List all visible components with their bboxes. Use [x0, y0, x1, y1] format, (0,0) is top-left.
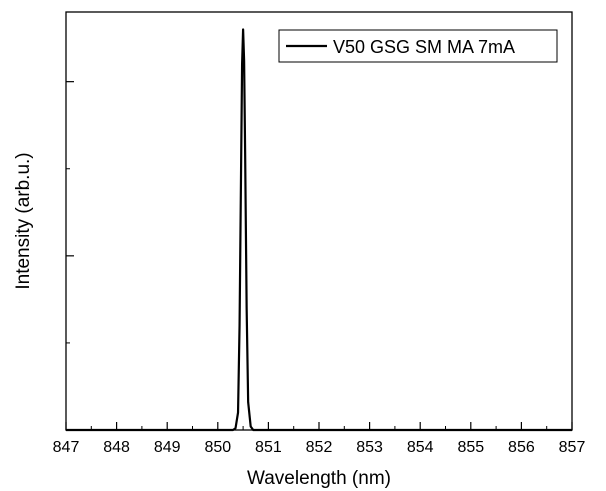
plot-area-frame: [65, 11, 573, 431]
x-tick-label: 857: [559, 439, 586, 456]
legend: V50 GSG SM MA 7mA: [278, 29, 558, 63]
x-tick-label: 852: [306, 439, 333, 456]
series-line-spectrum: [66, 28, 572, 432]
x-axis-ticks: 847 848 849 850 851 852 853 854 855 856 857: [53, 422, 586, 456]
x-tick-label: 847: [53, 439, 80, 456]
x-tick-label: 850: [204, 439, 231, 456]
x-tick-label: 848: [103, 439, 130, 456]
x-tick-label: 856: [508, 439, 535, 456]
x-axis-title: Wavelength (nm): [247, 468, 391, 489]
x-tick-label: 851: [255, 439, 282, 456]
x-tick-label: 853: [356, 439, 383, 456]
x-tick-label: 855: [457, 439, 484, 456]
y-axis-ticks: [66, 81, 74, 431]
x-tick-label: 849: [154, 439, 181, 456]
y-axis-title: Intensity (arb.u.): [13, 152, 34, 289]
legend-series-label: V50 GSG SM MA 7mA: [333, 37, 515, 57]
x-tick-label: 854: [407, 439, 434, 456]
series-lines: [66, 28, 572, 432]
